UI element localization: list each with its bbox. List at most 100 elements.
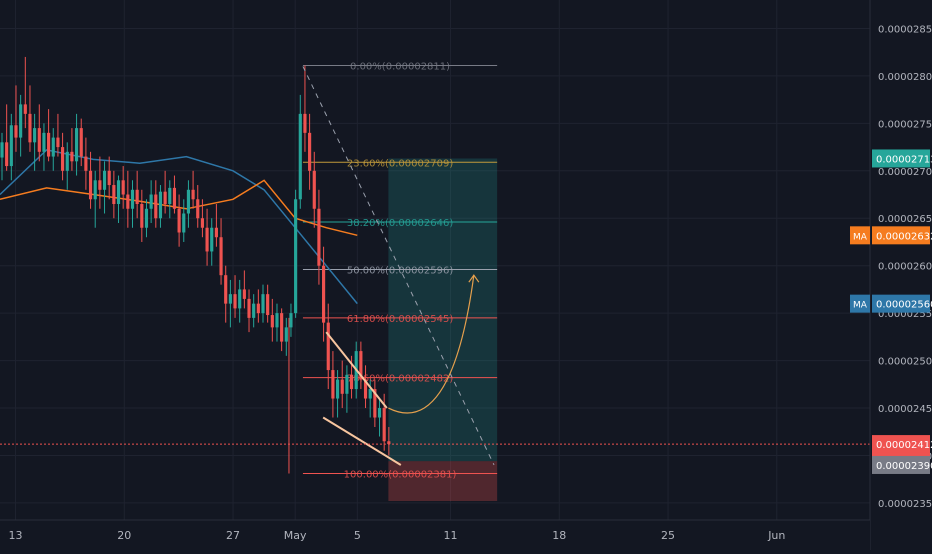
candle-body: [70, 151, 74, 162]
candle-body: [382, 408, 386, 442]
candle-body: [112, 185, 116, 205]
candle-body: [224, 275, 228, 304]
fibonacci-retracement[interactable]: 0.00%(0.00002811) 23.60%(0.00002709) 38.20…: [288, 61, 498, 481]
candle-body: [5, 142, 9, 167]
candle-body: [33, 128, 37, 143]
candle-body: [149, 194, 153, 209]
candle-body: [121, 180, 125, 195]
candle-body: [130, 189, 135, 209]
candle-body: [266, 294, 270, 316]
candle-body: [317, 208, 321, 266]
candle-body: [79, 128, 83, 157]
fib-level-label: 0.00%(0.00002811): [350, 61, 450, 72]
moving-average-line: [0, 149, 358, 305]
candle-body: [205, 227, 209, 252]
time-axis[interactable]: 13 20 27 May 5 11 18 25 Jun: [0, 519, 870, 550]
candle-body: [219, 237, 223, 276]
candle-body: [377, 408, 382, 418]
candle-body: [182, 213, 186, 233]
time-axis-background: [0, 520, 870, 550]
candle-body: [158, 191, 163, 219]
candle-body: [116, 180, 121, 205]
candle-body: [177, 208, 181, 233]
time-tick-label: May: [284, 529, 307, 542]
position-tool[interactable]: [388, 158, 498, 502]
candle-body: [349, 374, 354, 390]
candle-body: [368, 389, 372, 399]
candle-body: [210, 227, 214, 252]
ma-tag-label: MA: [853, 301, 868, 311]
candle-body: [242, 289, 246, 299]
candle-body: [144, 208, 149, 228]
candle-body: [14, 125, 18, 138]
candle-body: [326, 322, 330, 371]
candle-body: [331, 370, 335, 399]
candle-body: [200, 218, 204, 228]
price-badge-background: [872, 294, 930, 313]
candle-body: [303, 113, 307, 133]
candle-body: [280, 313, 284, 342]
time-tick-label: 27: [226, 529, 240, 542]
candle-body: [312, 170, 316, 209]
candle-body: [261, 294, 265, 314]
price-badge-label: 0.00002632: [876, 231, 932, 242]
candle-body: [196, 199, 200, 219]
candle-body: [168, 187, 172, 205]
candle-body: [256, 303, 260, 314]
candle-body: [19, 104, 23, 138]
candle-body: [228, 294, 232, 304]
candle-body: [0, 142, 4, 158]
price-tick-label: 0.00002350: [878, 499, 932, 510]
candle-body: [42, 132, 46, 152]
candle-body: [47, 132, 51, 157]
candle-body: [88, 170, 93, 200]
candle-body: [214, 227, 218, 238]
candle-body: [298, 113, 302, 200]
fib-level-label: 38.20%(0.00002646): [347, 218, 453, 229]
time-tick-label: 11: [444, 529, 458, 542]
ma-tag-label: MA: [853, 232, 868, 242]
candle-body: [308, 132, 312, 171]
moving-average-line: [0, 179, 358, 237]
candle-body: [335, 379, 340, 399]
candle-body: [191, 189, 195, 200]
candle-body: [65, 151, 69, 171]
fib-level-label: 78.60%(0.00002482): [347, 374, 453, 385]
candle-body: [247, 298, 251, 318]
candle-body: [102, 170, 107, 190]
time-tick-label: 18: [552, 529, 566, 542]
candle-body: [61, 147, 65, 171]
candle-body: [238, 289, 242, 309]
price-badge-label: 0.00002713: [876, 154, 932, 165]
candle-body: [172, 187, 177, 209]
candle-body: [186, 189, 191, 214]
candle-body: [345, 374, 349, 394]
candle-body: [359, 351, 363, 380]
candle-body: [51, 137, 55, 157]
profit-zone: [388, 158, 498, 462]
candle-body: [275, 313, 279, 328]
fib-level-label: 100.00%(0.00002381): [344, 470, 457, 481]
candle-body: [126, 194, 130, 209]
candle-body: [28, 113, 32, 143]
candle-body: [98, 180, 102, 190]
candle-body: [84, 156, 88, 171]
price-badge-label: 0.00002412: [876, 440, 932, 451]
candle-body: [294, 199, 298, 314]
candle-body: [233, 294, 237, 309]
candle-body: [363, 379, 368, 399]
candle-body: [322, 265, 326, 323]
candle-body: [289, 313, 293, 328]
drawings[interactable]: [0, 66, 870, 466]
time-tick-label: 13: [9, 529, 23, 542]
